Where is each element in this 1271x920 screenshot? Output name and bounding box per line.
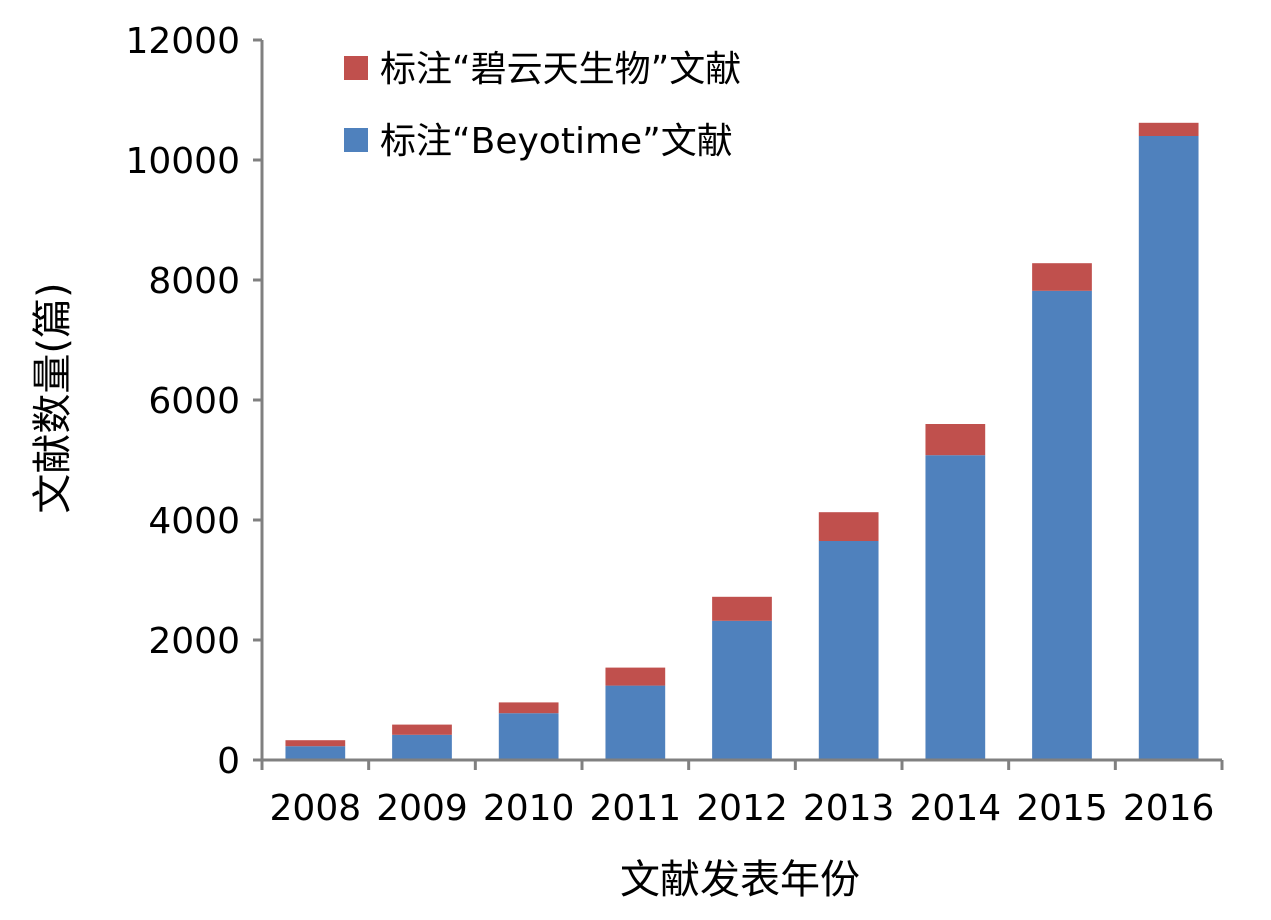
x-tick-label: 2012 [696,788,788,829]
x-tick-label: 2016 [1123,788,1215,829]
bar-beyotime-2014 [925,455,986,760]
y-tick-label: 8000 [148,261,240,302]
legend-swatch [344,56,368,80]
y-axis-title: 文献数量(篇) [30,282,76,513]
legend-label: 标注“Beyotime”文献 [380,121,733,162]
bar-biyuntian-2012 [712,596,772,621]
legend-swatch [344,128,368,152]
bar-biyuntian-2014 [925,424,986,456]
y-tick-label: 10000 [125,141,240,182]
y-tick-label: 4000 [148,501,240,542]
bar-biyuntian-2015 [1032,263,1092,291]
bar-biyuntian-2013 [818,512,879,541]
bar-biyuntian-2011 [605,667,666,686]
bar-biyuntian-2009 [392,724,452,735]
y-tick-label: 6000 [148,381,240,422]
bar-beyotime-2013 [818,541,879,760]
x-tick-label: 2011 [590,788,682,829]
ticks-layer: 0 2000 4000 6000 8000 10000 12000 2008 2009 2010 2… [125,21,1224,829]
bars-layer [285,122,1199,760]
x-tick-label: 2010 [483,788,575,829]
y-tick-label: 0 [217,741,240,782]
bar-beyotime-2008 [285,746,346,760]
x-tick-label: 2014 [910,788,1002,829]
x-tick-label: 2015 [1016,788,1108,829]
legend-label: 标注“碧云天生物”文献 [380,49,741,90]
x-tick-label: 2013 [803,788,895,829]
y-tick-label: 12000 [125,21,240,62]
bar-beyotime-2016 [1138,136,1199,760]
legend-item-beyotime: 标注“Beyotime”文献 [344,121,733,162]
x-tick-label: 2009 [376,788,468,829]
x-axis-title: 文献发表年份 [620,857,860,903]
bar-beyotime-2009 [392,734,452,760]
bar-beyotime-2015 [1032,290,1092,760]
bar-biyuntian-2008 [285,740,346,747]
bar-beyotime-2010 [498,713,559,760]
bar-beyotime-2011 [605,685,666,760]
y-tick-label: 2000 [148,621,240,662]
bar-biyuntian-2010 [498,702,559,714]
bar-beyotime-2012 [712,620,772,760]
legend-item-biyuntian: 标注“碧云天生物”文献 [344,49,741,90]
x-tick-label: 2008 [270,788,362,829]
bar-biyuntian-2016 [1138,122,1199,136]
